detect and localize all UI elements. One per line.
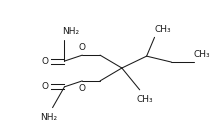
Text: CH₃: CH₃ <box>136 95 153 104</box>
Text: O: O <box>41 57 48 66</box>
Text: CH₃: CH₃ <box>194 50 210 59</box>
Text: O: O <box>79 43 86 52</box>
Text: O: O <box>79 84 86 93</box>
Text: O: O <box>41 82 48 91</box>
Text: NH₂: NH₂ <box>62 27 79 36</box>
Text: NH₂: NH₂ <box>40 113 57 122</box>
Text: CH₃: CH₃ <box>154 25 171 34</box>
